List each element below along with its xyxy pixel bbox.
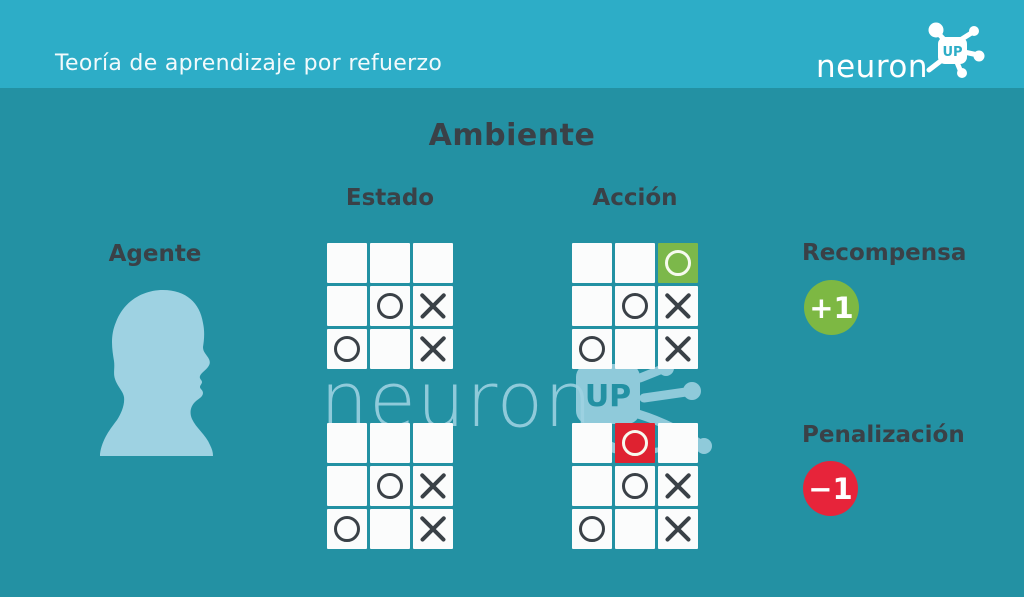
grid-cell [615, 243, 655, 283]
x-mark [417, 470, 449, 502]
grid-cell [658, 466, 698, 506]
neuronup-logo-text: neuron [815, 48, 928, 85]
grid-cell [615, 509, 655, 549]
x-mark [662, 470, 694, 502]
grid-cell [327, 329, 367, 369]
o-mark [334, 336, 360, 362]
grid-cell [370, 329, 410, 369]
o-mark [579, 516, 605, 542]
page-title: Ambiente [428, 118, 596, 153]
grid-cell [413, 286, 453, 326]
grid-cell [413, 329, 453, 369]
grid-cell [658, 329, 698, 369]
grid-cell [327, 243, 367, 283]
grid-cell [370, 509, 410, 549]
neuronup-logo: neuron UP [816, 22, 986, 90]
x-mark [662, 513, 694, 545]
grid-cell [413, 509, 453, 549]
grid-cell [370, 423, 410, 463]
grid-cell [413, 466, 453, 506]
agent-head-silhouette [100, 287, 216, 463]
x-mark [662, 290, 694, 322]
grid-cell [615, 423, 655, 463]
grid-cell [572, 423, 612, 463]
grid-cell [572, 329, 612, 369]
header-title: Teoría de aprendizaje por refuerzo [55, 51, 443, 76]
grid-cell [615, 286, 655, 326]
grid-cell [370, 466, 410, 506]
grid-cell [572, 286, 612, 326]
grid-accion-bottom [572, 423, 698, 549]
agente-label: Agente [108, 241, 202, 267]
grid-cell [327, 466, 367, 506]
x-mark [417, 513, 449, 545]
o-mark [665, 250, 691, 276]
grid-estado-bottom [327, 423, 453, 549]
penalty-badge: −1 [803, 461, 858, 516]
reward-badge: +1 [804, 280, 859, 335]
grid-cell [413, 243, 453, 283]
grid-cell [370, 243, 410, 283]
column-label-accion: Acción [592, 185, 678, 211]
grid-cell [327, 509, 367, 549]
grid-cell [370, 286, 410, 326]
x-mark [662, 333, 694, 365]
grid-cell [615, 329, 655, 369]
o-mark [622, 473, 648, 499]
x-mark [417, 333, 449, 365]
grid-cell [327, 286, 367, 326]
column-label-estado: Estado [345, 185, 435, 211]
grid-estado-top [327, 243, 453, 369]
o-mark [377, 473, 403, 499]
o-mark [579, 336, 605, 362]
grid-cell [658, 423, 698, 463]
penalizacion-label: Penalización [802, 422, 965, 448]
grid-cell [572, 509, 612, 549]
neuronup-logo-icon: UP [924, 22, 986, 84]
grid-cell [327, 423, 367, 463]
svg-text:UP: UP [942, 45, 962, 60]
grid-cell [658, 286, 698, 326]
grid-cell [572, 243, 612, 283]
x-mark [417, 290, 449, 322]
o-mark [334, 516, 360, 542]
o-mark [622, 430, 648, 456]
grid-cell [658, 243, 698, 283]
o-mark [622, 293, 648, 319]
grid-accion-top [572, 243, 698, 369]
grid-cell [615, 466, 655, 506]
grid-cell [413, 423, 453, 463]
grid-cell [658, 509, 698, 549]
recompensa-label: Recompensa [802, 240, 967, 266]
grid-cell [572, 466, 612, 506]
o-mark [377, 293, 403, 319]
header-bar: Teoría de aprendizaje por refuerzo neuro… [0, 0, 1024, 88]
svg-text:UP: UP [585, 379, 631, 414]
